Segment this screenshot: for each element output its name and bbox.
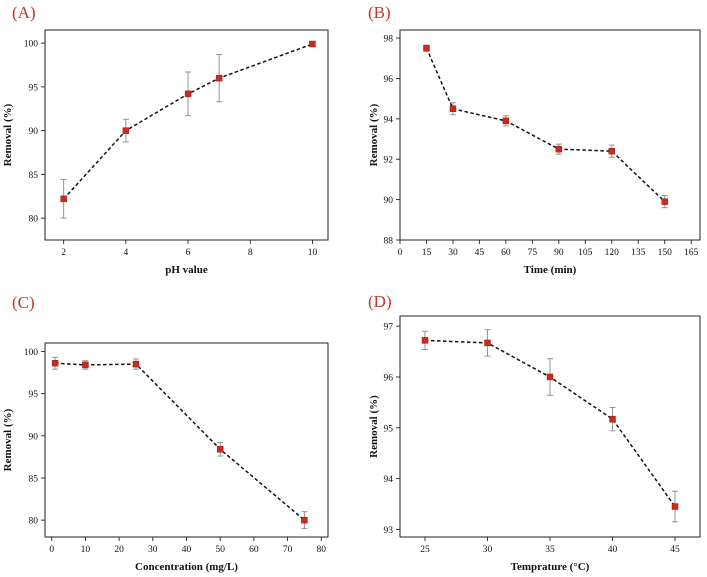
data-point xyxy=(484,339,491,347)
chart-panel-3: (C) 0 10 20 30 40 50 60 70 80 80 85 90 95 100 Concentra… xyxy=(2,293,329,573)
x-tick-label: 15 xyxy=(422,248,432,258)
x-axis-title: Concentration (mg/L) xyxy=(135,561,238,573)
x-tick-label: 60 xyxy=(501,248,511,258)
x-tick-label: 25 xyxy=(420,545,430,555)
x-tick-label: 40 xyxy=(608,545,618,555)
data-point xyxy=(309,40,316,48)
data-point xyxy=(51,360,59,367)
series-line xyxy=(425,47,666,203)
x-tick-label: 10 xyxy=(81,545,91,555)
x-axis-title: Temprature (°C) xyxy=(511,561,590,573)
y-axis-title: Removal (%) xyxy=(368,395,380,458)
data-point xyxy=(449,105,457,112)
plot-frame xyxy=(44,29,329,241)
series-line xyxy=(63,43,313,200)
plot-frame xyxy=(44,342,329,538)
data-point xyxy=(546,373,554,381)
x-tick-label: 8 xyxy=(248,248,253,258)
y-tick-label: 85 xyxy=(29,171,39,181)
x-tick-label: 30 xyxy=(483,545,493,555)
x-tick-label: 6 xyxy=(186,248,191,258)
panel-letter: (B) xyxy=(368,3,391,22)
data-point xyxy=(671,503,679,510)
y-tick-label: 80 xyxy=(29,215,39,225)
y-tick-label: 95 xyxy=(29,390,39,400)
y-tick-label: 88 xyxy=(384,237,394,247)
y-tick-label: 97 xyxy=(384,323,394,333)
data-point xyxy=(122,127,130,134)
chart-panel-4: (D) 25 30 35 40 45 93 94 95 96 97 Temprature (°C) Re… xyxy=(368,292,701,573)
x-tick-label: 70 xyxy=(283,545,293,555)
data-point xyxy=(184,90,192,98)
x-tick-label: 4 xyxy=(123,248,128,258)
x-tick-label: 0 xyxy=(49,545,54,555)
x-tick-label: 90 xyxy=(554,248,564,258)
y-tick-label: 90 xyxy=(29,127,39,137)
x-tick-label: 165 xyxy=(684,248,699,258)
data-point xyxy=(82,361,89,369)
x-tick-label: 45 xyxy=(475,248,485,258)
x-axis-title: pH value xyxy=(165,264,208,276)
data-point xyxy=(609,415,616,423)
data-point xyxy=(301,516,308,524)
data-point xyxy=(215,74,223,82)
data-point xyxy=(423,44,430,52)
y-tick-label: 95 xyxy=(384,424,394,434)
plot-frame xyxy=(399,29,701,241)
x-tick-label: 150 xyxy=(658,248,673,258)
data-point xyxy=(216,446,224,453)
y-tick-label: 94 xyxy=(384,115,394,125)
panel-letter: (D) xyxy=(368,292,392,311)
chart-panel-1: (A) 2 4 6 8 10 80 85 90 95 100 pH value Removal (%) xyxy=(2,3,329,276)
x-tick-label: 105 xyxy=(578,248,593,258)
x-tick-label: 75 xyxy=(528,248,538,258)
x-tick-label: 40 xyxy=(182,545,192,555)
y-axis-title: Removal (%) xyxy=(368,103,380,166)
y-tick-label: 90 xyxy=(29,432,39,442)
data-point xyxy=(502,117,510,125)
y-tick-label: 100 xyxy=(24,40,39,50)
y-axis-title: Removal (%) xyxy=(2,103,14,166)
series-line xyxy=(55,362,305,521)
panel-letter: (A) xyxy=(12,3,36,22)
x-tick-label: 45 xyxy=(670,545,680,555)
x-axis-title: Time (min) xyxy=(524,264,577,276)
x-tick-label: 80 xyxy=(317,545,327,555)
y-tick-label: 93 xyxy=(384,526,394,536)
data-point xyxy=(661,198,668,205)
panel-letter: (C) xyxy=(12,293,35,312)
y-tick-label: 92 xyxy=(384,156,394,166)
y-tick-label: 85 xyxy=(29,474,39,484)
x-tick-label: 35 xyxy=(545,545,555,555)
x-tick-label: 0 xyxy=(398,248,403,258)
x-tick-label: 30 xyxy=(448,248,458,258)
y-tick-label: 100 xyxy=(24,348,39,358)
chart-panel-2: (B) 0 15 30 45 60 75 90 105 120 135 150 165 88 90 92 94 9… xyxy=(368,3,701,276)
x-tick-label: 135 xyxy=(631,248,646,258)
y-axis-title: Removal (%) xyxy=(2,408,14,471)
y-tick-label: 96 xyxy=(384,75,394,85)
y-tick-label: 94 xyxy=(384,475,394,485)
y-tick-label: 98 xyxy=(384,35,394,45)
x-tick-label: 120 xyxy=(605,248,620,258)
data-point xyxy=(60,195,67,203)
x-tick-label: 50 xyxy=(215,545,225,555)
data-point xyxy=(132,360,140,368)
data-point xyxy=(608,147,615,155)
data-point xyxy=(555,145,563,153)
x-tick-label: 60 xyxy=(249,545,259,555)
plot-frame xyxy=(399,315,701,538)
x-tick-label: 20 xyxy=(114,545,124,555)
y-tick-label: 95 xyxy=(29,83,39,93)
x-tick-label: 2 xyxy=(61,248,66,258)
data-point xyxy=(421,337,429,344)
y-tick-label: 96 xyxy=(384,373,394,383)
x-tick-label: 30 xyxy=(148,545,158,555)
y-tick-label: 90 xyxy=(384,196,394,206)
y-tick-label: 80 xyxy=(29,517,39,527)
x-tick-label: 10 xyxy=(308,248,318,258)
